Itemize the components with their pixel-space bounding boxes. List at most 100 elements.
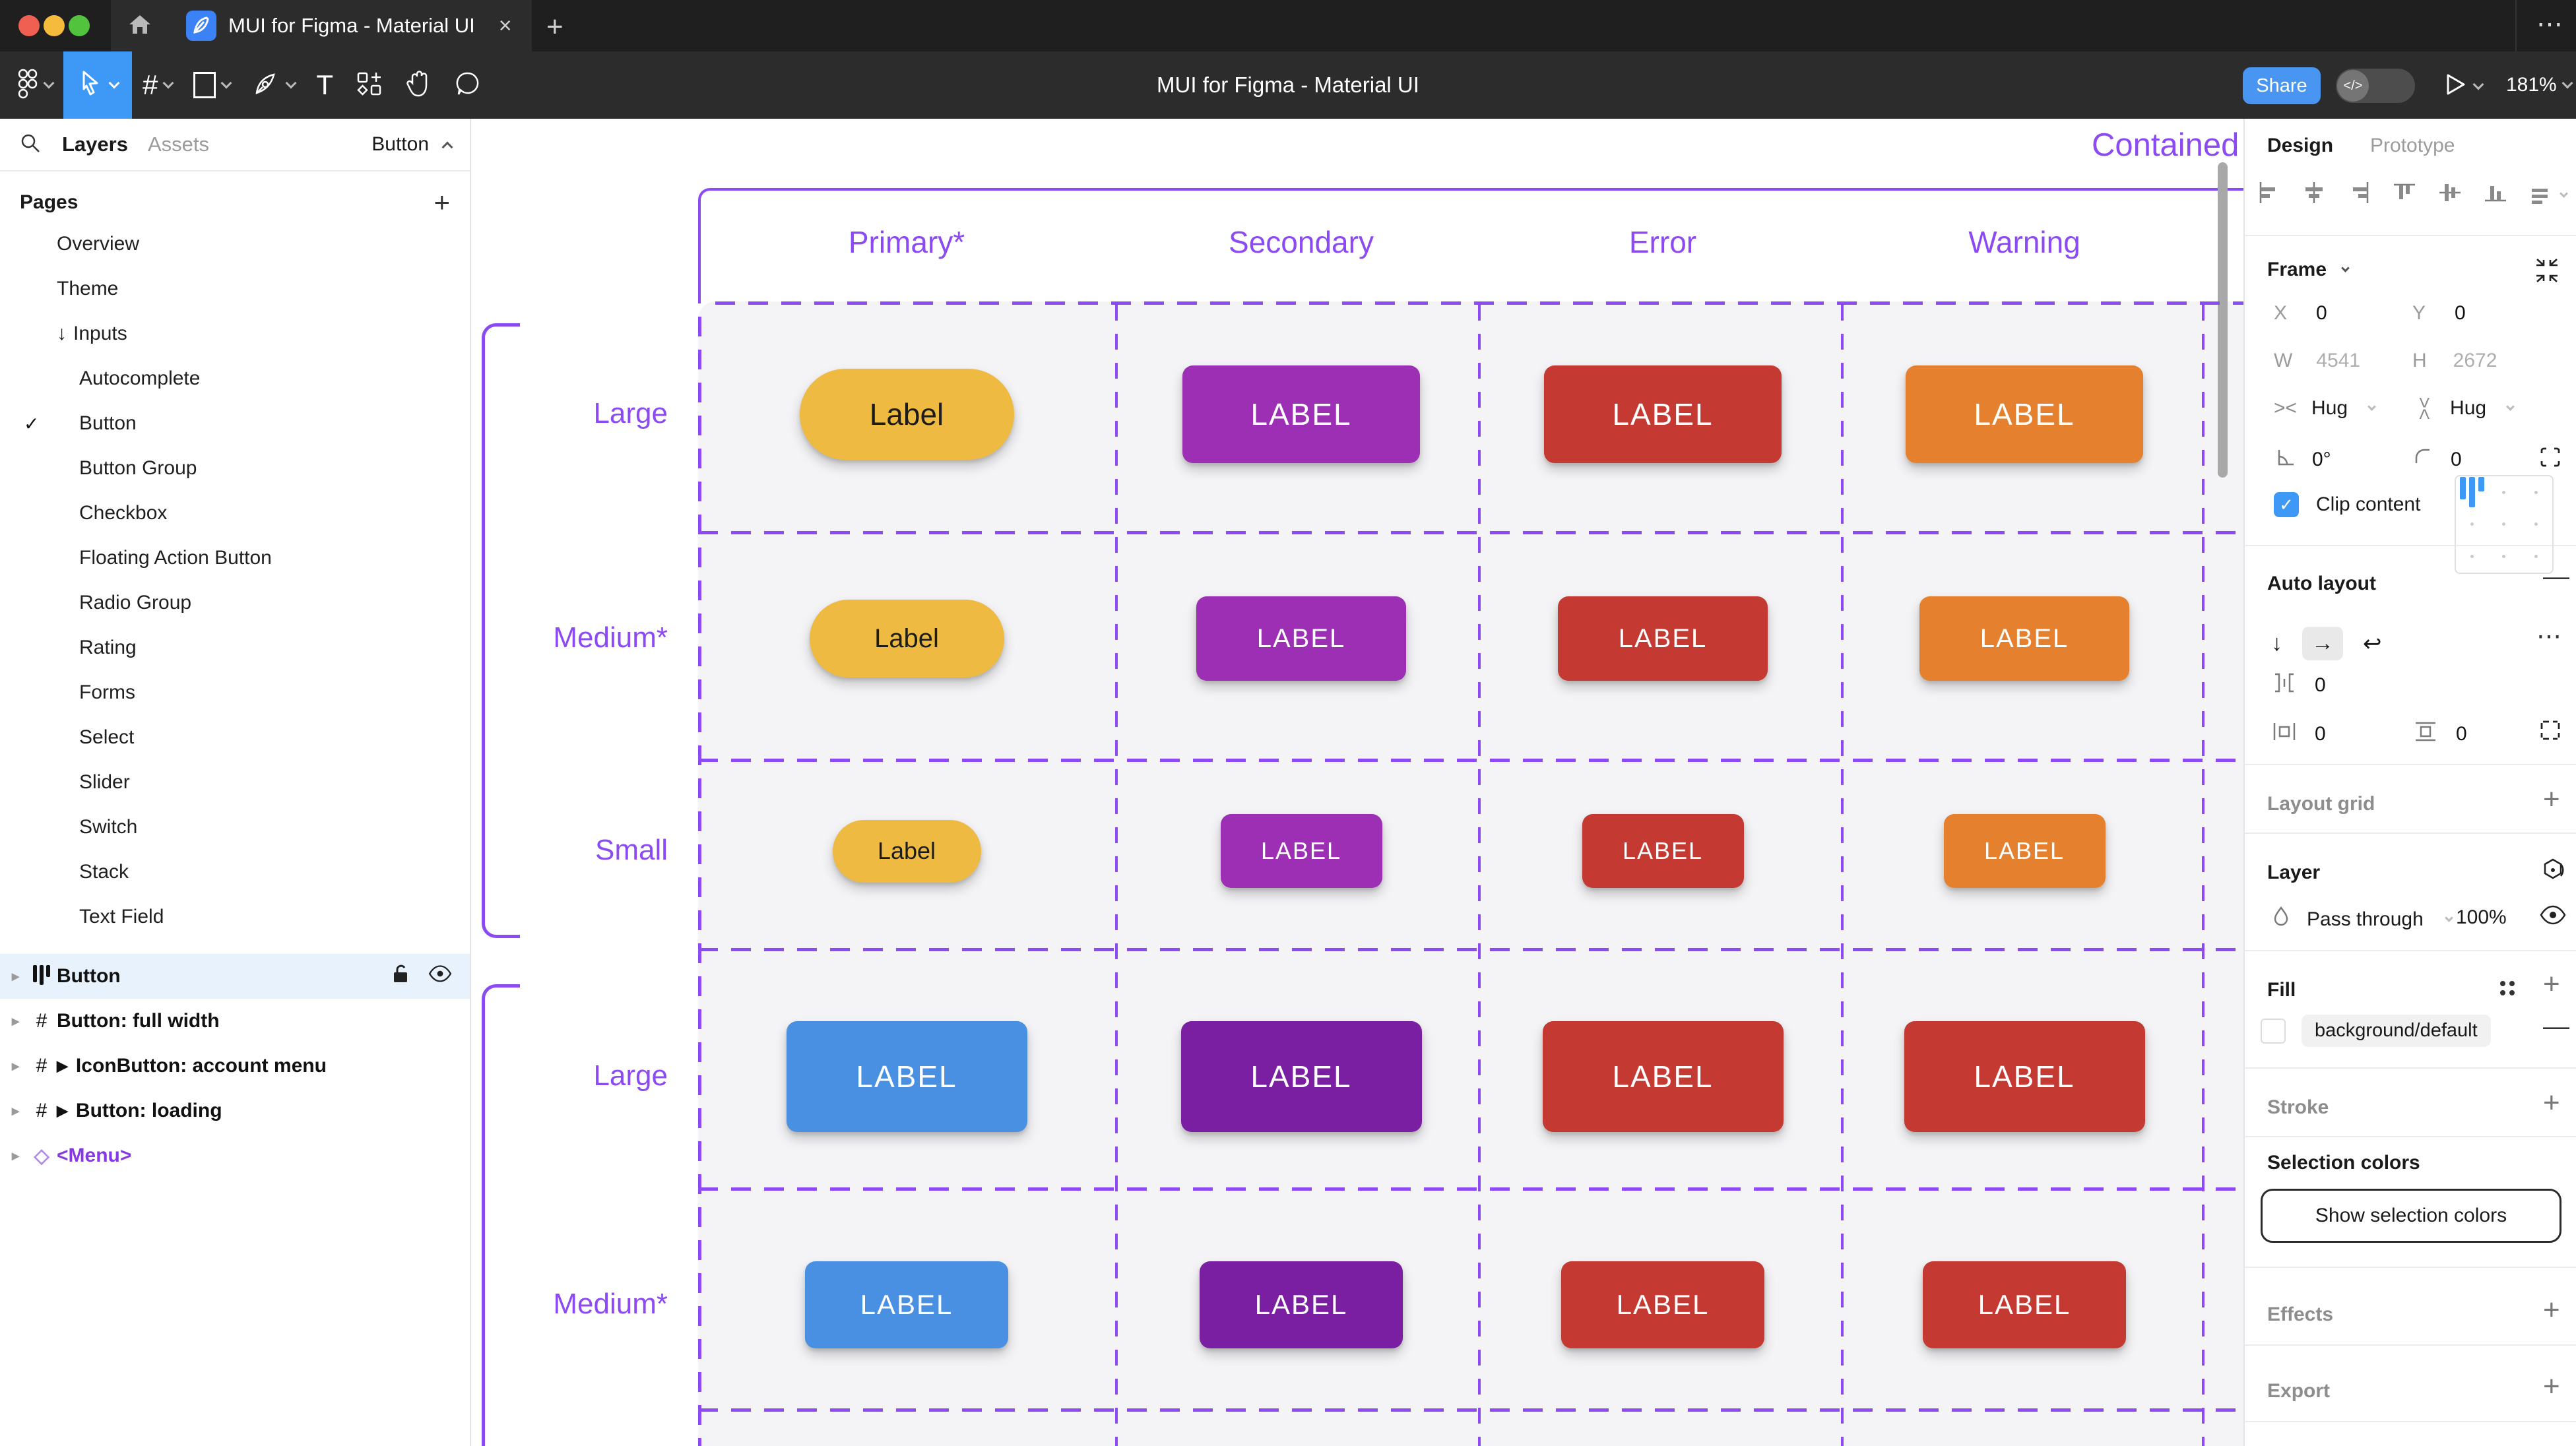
auto-layout-vertical-icon[interactable]: ↓	[2271, 631, 2282, 656]
sidebar-page-autocomplete[interactable]: Autocomplete	[0, 356, 470, 401]
sidebar-page-slider[interactable]: Slider	[0, 760, 470, 805]
add-layout-grid-button[interactable]: +	[2543, 783, 2560, 815]
canvas-button-primary_blue[interactable]: LABEL	[786, 1021, 1027, 1132]
auto-layout-wrap-icon[interactable]: ↩	[2363, 631, 2382, 656]
layer-visibility-eye-icon[interactable]	[2539, 904, 2567, 931]
home-button[interactable]	[111, 0, 169, 51]
sidebar-page-rating[interactable]: Rating	[0, 625, 470, 670]
canvas-button-error_red[interactable]: LABEL	[1923, 1261, 2126, 1348]
tab-design[interactable]: Design	[2267, 135, 2334, 156]
disclosure-caret-icon[interactable]: ▸	[12, 1147, 20, 1164]
shape-tool-button[interactable]	[183, 51, 241, 119]
align-right-icon[interactable]	[2346, 179, 2373, 211]
canvas-button-secondary_purple[interactable]: LABEL	[1220, 814, 1382, 888]
close-window-button[interactable]	[18, 15, 40, 36]
independent-padding-icon[interactable]	[2538, 718, 2563, 748]
canvas-button-secondary_dark_purple[interactable]: LABEL	[1180, 1021, 1422, 1132]
chevron-down-icon[interactable]	[220, 77, 232, 89]
layer-row-iconbutton-account-menu[interactable]: ▸ # ▶ IconButton: account menu	[0, 1044, 470, 1088]
height-field[interactable]: H 2672	[2412, 350, 2497, 371]
document-tab[interactable]: MUI for Figma - Material UI ×	[169, 0, 532, 51]
clip-content-checkbox[interactable]: ✓ Clip content	[2274, 492, 2420, 517]
canvas-button-primary_yellow[interactable]: Label	[809, 600, 1004, 677]
add-stroke-button[interactable]: +	[2543, 1086, 2560, 1119]
sidebar-page-stack[interactable]: Stack	[0, 850, 470, 895]
align-left-icon[interactable]	[2255, 179, 2282, 211]
sidebar-page-overview[interactable]: Overview	[0, 222, 470, 267]
remove-fill-button[interactable]: —	[2543, 1012, 2569, 1041]
search-icon[interactable]	[18, 131, 42, 158]
fill-style-chip[interactable]: background/default	[2302, 1015, 2491, 1047]
sidebar-page-button-group[interactable]: Button Group	[0, 446, 470, 491]
text-tool-button[interactable]: T	[306, 51, 344, 119]
canvas-vertical-scrollbar[interactable]	[2218, 162, 2228, 478]
canvas[interactable]: Contained Primary* Secondary Error Warning L…	[471, 119, 2243, 1446]
new-tab-button[interactable]: +	[546, 11, 564, 43]
disclosure-caret-icon[interactable]: ▸	[12, 1013, 20, 1029]
frame-tool-button[interactable]: #	[132, 51, 183, 119]
tab-close-icon[interactable]: ×	[498, 13, 512, 38]
fill-color-swatch[interactable]	[2261, 1018, 2286, 1044]
blend-mode-dropdown[interactable]: Pass through	[2271, 905, 2453, 934]
chevron-down-icon[interactable]	[2561, 77, 2573, 89]
align-horizontal-center-icon[interactable]	[2301, 179, 2327, 211]
corner-radius-field[interactable]: 0	[2412, 446, 2462, 474]
share-button[interactable]: Share	[2243, 67, 2321, 104]
main-menu-button[interactable]	[0, 51, 63, 119]
canvas-button-error_red[interactable]: LABEL	[1582, 814, 1744, 888]
chevron-down-icon[interactable]	[2472, 79, 2484, 90]
resources-tool-button[interactable]	[344, 51, 394, 119]
tab-layers[interactable]: Layers	[62, 133, 128, 156]
canvas-button-secondary_purple[interactable]: LABEL	[1182, 365, 1420, 463]
sidebar-page-radio-group[interactable]: Radio Group	[0, 581, 470, 625]
sidebar-page-theme[interactable]: Theme	[0, 267, 470, 311]
align-bottom-icon[interactable]	[2482, 179, 2509, 211]
horizontal-sizing-dropdown[interactable]: >< Hug	[2274, 397, 2376, 420]
independent-corners-icon[interactable]	[2538, 445, 2563, 475]
hand-tool-button[interactable]	[394, 51, 443, 119]
chevron-down-icon[interactable]	[162, 77, 174, 89]
align-vertical-center-icon[interactable]	[2437, 179, 2463, 211]
tab-assets[interactable]: Assets	[147, 133, 209, 156]
canvas-button-warning_orange[interactable]: LABEL	[1906, 365, 2143, 463]
sidebar-page-button[interactable]: ✓ Button	[0, 401, 470, 446]
add-fill-button[interactable]: +	[2543, 968, 2560, 1000]
move-tool-button[interactable]	[63, 51, 132, 119]
window-overflow-menu[interactable]: ⋯	[2536, 10, 2565, 39]
layer-row--menu-[interactable]: ▸ ◇ <Menu>	[0, 1133, 470, 1178]
sidebar-page-floating-action-button[interactable]: Floating Action Button	[0, 536, 470, 581]
vertical-padding-field[interactable]: 0	[2412, 720, 2467, 748]
fill-styles-icon[interactable]	[2496, 976, 2519, 1005]
canvas-button-error_red[interactable]: LABEL	[1542, 1021, 1784, 1132]
tab-prototype[interactable]: Prototype	[2370, 135, 2455, 156]
dev-mode-toggle[interactable]: </>	[2336, 69, 2415, 103]
present-button[interactable]	[2441, 71, 2468, 101]
sidebar-page-inputs[interactable]: ↓ Inputs	[0, 311, 470, 356]
add-export-button[interactable]: +	[2543, 1370, 2560, 1402]
auto-layout-alignment-widget[interactable]	[2455, 475, 2554, 574]
sidebar-page-select[interactable]: Select	[0, 715, 470, 760]
vertical-sizing-dropdown[interactable]: >< Hug	[2412, 396, 2515, 420]
minimize-window-button[interactable]	[44, 15, 65, 36]
horizontal-padding-field[interactable]: 0	[2271, 720, 2326, 748]
show-selection-colors-button[interactable]: Show selection colors	[2261, 1189, 2561, 1243]
pen-tool-button[interactable]	[241, 51, 306, 119]
item-spacing-field[interactable]: 0	[2271, 672, 2326, 699]
sidebar-page-forms[interactable]: Forms	[0, 670, 470, 715]
zoom-window-button[interactable]	[69, 15, 90, 36]
collapse-frame-icon[interactable]	[2534, 257, 2560, 289]
disclosure-caret-icon[interactable]: ▸	[12, 1057, 20, 1074]
canvas-button-error_red[interactable]: LABEL	[1904, 1021, 2145, 1132]
zoom-level[interactable]: 181%	[2506, 74, 2557, 96]
rotation-field[interactable]: 0°	[2274, 446, 2331, 474]
fill-row[interactable]: background/default	[2261, 1015, 2491, 1047]
canvas-button-primary_yellow[interactable]: Label	[832, 819, 981, 883]
canvas-button-secondary_dark_purple[interactable]: LABEL	[1200, 1261, 1403, 1348]
frame-section-title[interactable]: Frame	[2267, 259, 2327, 280]
canvas-button-warning_orange[interactable]: LABEL	[1919, 596, 2129, 681]
canvas-button-warning_orange[interactable]: LABEL	[1943, 814, 2106, 888]
auto-layout-more-button[interactable]: ⋯	[2536, 623, 2561, 650]
blend-mode-icon[interactable]	[2539, 856, 2567, 889]
visibility-eye-icon[interactable]	[428, 964, 453, 989]
